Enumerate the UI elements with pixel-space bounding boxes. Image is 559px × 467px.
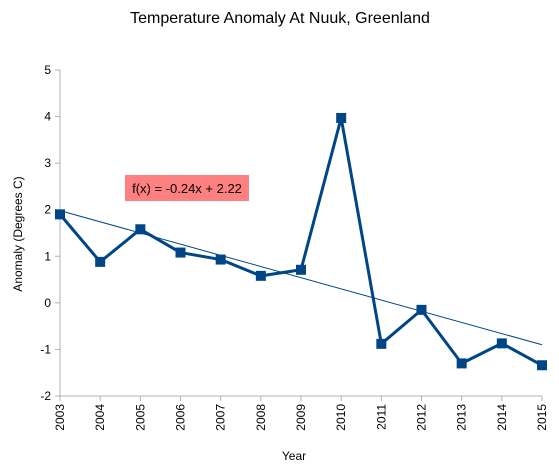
data-point: [175, 247, 186, 258]
y-tick-label: -1: [40, 342, 51, 356]
y-tick-label: 4: [44, 110, 51, 124]
equation-background: [125, 175, 249, 201]
x-tick-label: 2011: [374, 404, 388, 430]
data-point: [255, 270, 266, 281]
x-tick-label: 2005: [133, 404, 147, 431]
x-tick-label: 2008: [254, 404, 268, 431]
y-tick-label: 1: [44, 249, 51, 263]
x-tick-label: 2009: [294, 404, 308, 431]
data-point: [456, 358, 467, 369]
y-tick-label: -2: [40, 389, 51, 403]
x-tick-label: 2015: [535, 404, 549, 431]
x-tick-label: 2006: [174, 404, 188, 431]
series-layer: [55, 112, 547, 371]
x-tick-label: 2013: [455, 404, 469, 431]
x-tick-label: 2010: [334, 404, 348, 431]
equation-box: f(x) = -0.24x + 2.22: [125, 175, 249, 201]
y-tick-label: 3: [44, 156, 51, 170]
x-tick-label: 2003: [53, 404, 67, 431]
data-point: [336, 112, 347, 123]
y-tick-label: 2: [44, 203, 51, 217]
data-point: [537, 360, 547, 371]
data-point: [296, 264, 306, 275]
data-point: [135, 224, 146, 235]
y-tick-label: 5: [44, 63, 51, 77]
x-axis-title: Year: [282, 449, 306, 463]
data-point: [55, 209, 65, 220]
equation-label: f(x) = -0.24x + 2.22: [132, 181, 242, 196]
data-point: [496, 338, 507, 349]
data-point: [376, 338, 387, 349]
data-point: [416, 304, 427, 315]
trendline: [59, 210, 543, 346]
y-tick-label: 0: [44, 296, 51, 310]
x-tick-label: 2012: [415, 404, 429, 431]
chart-title: Temperature Anomaly At Nuuk, Greenland: [130, 10, 430, 27]
axes: [55, 69, 543, 401]
data-point: [215, 254, 226, 265]
x-tick-label: 2004: [93, 404, 107, 431]
x-tick-label: 2007: [214, 404, 228, 431]
data-point: [95, 256, 106, 267]
series-line: [58, 116, 543, 367]
trendline-layer: [59, 210, 543, 346]
x-tick-label: 2014: [495, 404, 509, 431]
y-axis-title: Anomaly (Degrees C): [11, 176, 25, 291]
